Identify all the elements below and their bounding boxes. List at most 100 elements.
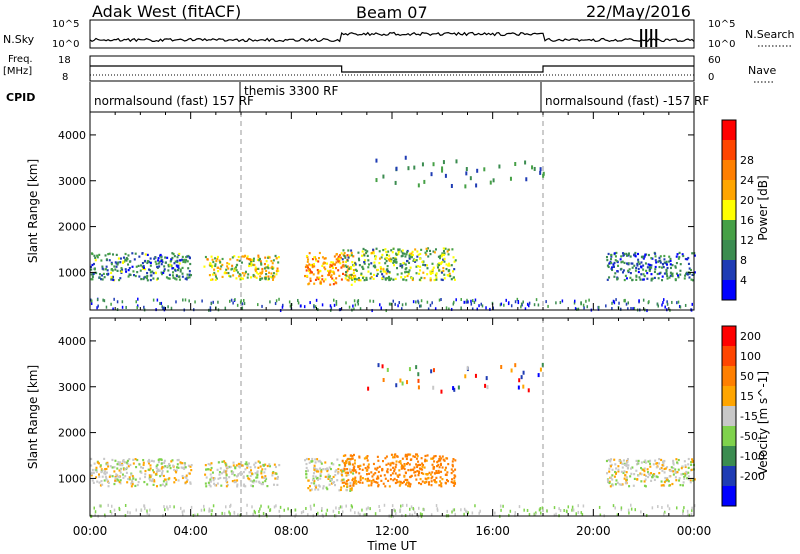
far-echo [541,362,544,367]
scatter-cell [374,472,377,475]
scatter-cell [654,255,657,258]
clutter-point [243,302,246,306]
far-echo [510,368,513,373]
scatter-cell [307,487,310,490]
scatter-cell [327,273,330,277]
scatter-cell [263,267,266,270]
scatter-cell [637,258,640,261]
scatter-cell [440,278,443,281]
clutter-point [258,510,260,514]
clutter-point [585,299,587,303]
scatter-cell [435,278,438,281]
scatter-cell [159,253,162,257]
scatter-cell [664,467,667,470]
scatter-cell [448,272,451,275]
clutter-point [567,505,570,509]
clutter-point [156,298,159,302]
scatter-cell [614,463,617,466]
xtick-label: 08:00 [274,524,309,538]
scatter-cell [104,468,107,471]
scatter-cell [319,467,322,470]
scatter-cell [224,470,227,473]
far-echo [524,160,527,165]
scatter-cell [243,274,246,277]
scatter-cell [437,266,440,269]
scatter-cell [681,253,684,256]
scatter-cell [693,478,696,481]
scatter-cell [648,269,651,272]
scatter-cell [444,247,447,250]
scatter-cell [405,267,408,270]
clutter-point [581,513,584,517]
scatter-cell [385,259,388,263]
clutter-point [362,513,365,517]
scatter-cell [444,466,447,469]
scatter-cell [124,468,127,471]
clutter-point [350,504,353,508]
scatter-cell [128,478,131,481]
clutter-point [528,301,531,305]
scatter-cell [314,467,317,471]
scatter-cell [332,271,335,274]
scatter-cell [368,472,371,475]
scatter-cell [415,478,418,481]
far-echo [539,167,542,172]
scatter-cell [674,266,677,269]
scatter-cell [374,481,377,484]
clutter-point [465,300,467,304]
scatter-cell [667,480,670,483]
scatter-cell [406,274,409,278]
scatter-cell [366,477,369,480]
scatter-cell [306,469,309,472]
clutter-point [420,515,423,519]
scatter-cell [655,466,658,469]
scatter-cell [367,270,370,273]
scatter-cell [109,474,112,477]
scatter-cell [409,475,412,479]
scatter-cell [325,486,328,489]
scatter-cell [415,463,418,466]
scatter-cell [431,262,434,265]
scatter-cell [613,252,616,255]
scatter-cell [692,460,695,463]
clutter-point [175,300,177,304]
scatter-cell [152,277,155,280]
scatter-cell [395,463,398,466]
scatter-cell [660,480,663,483]
scatter-cell [358,455,361,458]
scatter-cell [275,257,278,260]
nsky-panel: N.Sky 10^5 10^0 10^5 10^0 N.Search [3,19,795,50]
scatter-cell [372,252,375,255]
scatter-cell [370,262,373,265]
scatter-cell [241,271,244,275]
scatter-cell [90,472,93,476]
far-echo [457,385,460,390]
scatter-cell [138,255,141,258]
scatter-cell [310,481,313,485]
scatter-cell [253,275,256,278]
scatter-cell [259,278,262,281]
scatter-cell [243,255,246,258]
scatter-cell [435,276,438,279]
clutter-point [523,508,525,512]
scatter-cell [206,258,209,261]
scatter-cell [349,482,352,485]
clutter-point [267,505,270,509]
scatter-cell [661,275,664,278]
colorbar-segment [722,366,736,387]
scatter-cell [107,253,110,256]
scatter-cell [209,463,212,466]
scatter-cell [212,260,215,264]
scatter-cell [250,264,253,267]
clutter-point [192,513,195,517]
clutter-point [269,300,271,304]
clutter-point [662,301,664,305]
clutter-point [330,306,333,310]
clutter-point [321,303,324,307]
scatter-cell [134,484,137,488]
scatter-cell [377,470,380,474]
scatter-cell [445,478,448,482]
scatter-cell [407,485,410,488]
scatter-cell [241,255,244,258]
scatter-cell [147,462,150,465]
